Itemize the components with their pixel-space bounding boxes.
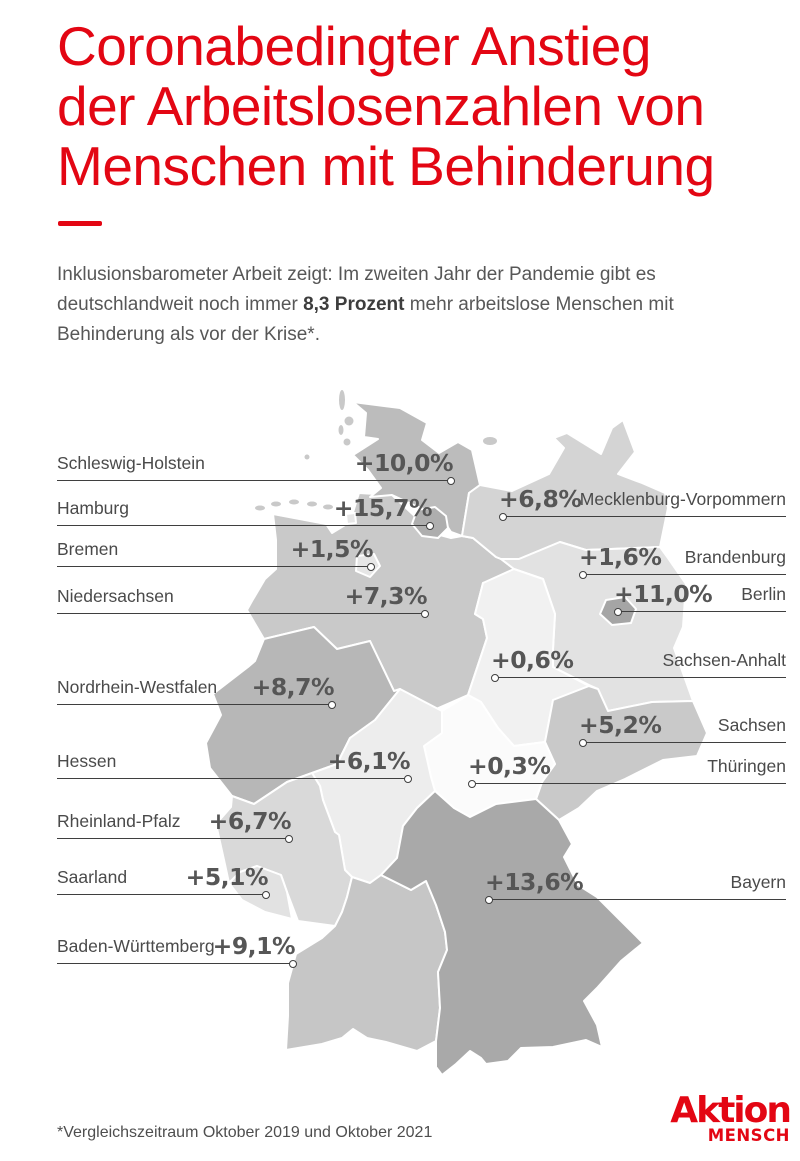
state-row-sachsen: Sachsen +5,2% <box>579 705 786 747</box>
state-name-label: Hessen <box>57 751 117 771</box>
state-value-label: +6,8% <box>499 485 582 513</box>
leader-dot <box>285 834 293 843</box>
island-shape <box>344 416 354 426</box>
leader-dot <box>468 779 476 788</box>
state-row-schleswig-holstein: Schleswig-Holstein +10,0% <box>57 443 455 485</box>
leader-dot <box>614 607 622 616</box>
state-shape-bayern <box>380 790 644 1076</box>
state-name-label: Bremen <box>57 539 119 559</box>
state-name-label: Thüringen <box>707 756 786 776</box>
state-row-hessen: Hessen +6,1% <box>57 741 412 783</box>
state-row-nordrhein-westfalen: Nordrhein-Westfalen +8,7% <box>57 667 336 709</box>
state-value-label: +0,6% <box>491 646 574 674</box>
island-shape <box>271 501 281 507</box>
state-row-thueringen: Thüringen +0,3% <box>468 746 786 788</box>
leader-dot <box>404 774 412 783</box>
island-shape <box>289 499 299 505</box>
island-shape <box>307 501 317 507</box>
state-row-bayern: Bayern +13,6% <box>485 862 786 904</box>
state-shape-saarland <box>228 865 293 920</box>
page-title: Coronabedingter Anstieg der Arbeitslosen… <box>57 16 715 196</box>
state-row-sachsen-anhalt: Sachsen-Anhalt +0,6% <box>491 640 786 682</box>
state-name-label: Brandenburg <box>684 547 786 567</box>
state-value-label: +5,2% <box>579 711 662 739</box>
state-shape-niedersachsen <box>246 492 520 717</box>
state-name-label: Rheinland-Pfalz <box>57 811 181 831</box>
state-name-label: Mecklenburg-Vorpommern <box>579 489 786 509</box>
logo-wordmark-aktion: Aktion <box>670 1090 792 1131</box>
state-row-mecklenburg-vorpommern: Mecklenburg-Vorpommern +6,8% <box>499 479 786 521</box>
intro-paragraph: Inklusionsbarometer Arbeit zeigt: Im zwe… <box>57 260 757 350</box>
state-value-label: +5,1% <box>185 863 269 891</box>
state-value-label: +1,6% <box>579 543 662 571</box>
state-value-label: +15,7% <box>333 494 433 522</box>
island-shape <box>255 505 265 511</box>
leader-dot <box>579 738 587 747</box>
state-name-label: Sachsen-Anhalt <box>662 650 786 670</box>
germany-map <box>205 390 708 1076</box>
intro-text-before: Inklusionsbarometer Arbeit zeigt: Im zwe… <box>57 264 656 315</box>
state-value-label: +6,1% <box>327 747 411 775</box>
state-value-label: +13,6% <box>485 868 584 896</box>
state-row-brandenburg: Brandenburg +1,6% <box>579 537 786 579</box>
intro-highlight: 8,3 Prozent <box>303 294 405 315</box>
island-shape <box>339 390 345 410</box>
state-row-niedersachsen: Niedersachsen +7,3% <box>57 576 429 618</box>
state-name-label: Sachsen <box>717 715 786 735</box>
state-value-label: +6,7% <box>208 807 292 835</box>
leader-dot <box>328 700 336 709</box>
state-row-berlin: Berlin +11,0% <box>614 574 786 616</box>
state-value-label: +1,5% <box>290 535 374 563</box>
state-name-label: Nordrhein-Westfalen <box>57 677 218 697</box>
state-name-label: Bayern <box>730 872 786 892</box>
state-row-bremen: Bremen +1,5% <box>57 529 375 571</box>
state-row-saarland: Saarland +5,1% <box>57 857 270 899</box>
state-shape-mecklenburg-vorpommern <box>461 419 669 560</box>
leader-dot <box>447 476 455 485</box>
leader-dot <box>499 512 507 521</box>
page-title-line1: Coronabedingter Anstieg <box>57 15 651 77</box>
island-shape <box>343 438 351 446</box>
state-name-label: Niedersachsen <box>57 586 174 606</box>
leader-dot <box>485 895 493 904</box>
state-name-label: Hamburg <box>57 498 129 518</box>
island-shape <box>483 437 497 445</box>
leader-dot <box>262 890 270 899</box>
state-value-label: +8,7% <box>251 673 335 701</box>
aktion-mensch-logo: Aktion MENSCH <box>656 1090 792 1145</box>
state-name-label: Berlin <box>741 584 786 604</box>
logo-wordmark-mensch: MENSCH <box>707 1126 790 1145</box>
island-shape <box>338 425 344 435</box>
footnote: *Vergleichszeitraum Oktober 2019 und Okt… <box>57 1124 433 1141</box>
state-name-label: Baden-Württemberg <box>57 936 215 956</box>
state-shape-bremen <box>345 512 381 578</box>
intro-text-after: mehr arbeitslose Menschen mit Behinderun… <box>57 294 674 345</box>
state-value-label: +9,1% <box>212 932 296 960</box>
state-value-label: +7,3% <box>344 582 428 610</box>
state-name-label: Saarland <box>57 867 128 887</box>
title-accent-dash <box>58 221 102 226</box>
state-value-label: +11,0% <box>614 580 713 608</box>
leader-dot <box>426 521 434 530</box>
state-row-baden-wuerttemberg: Baden-Württemberg +9,1% <box>57 926 297 968</box>
leader-dot <box>289 959 297 968</box>
state-row-hamburg: Hamburg +15,7% <box>57 488 434 530</box>
island-shape <box>304 454 310 460</box>
leader-dot <box>491 673 499 682</box>
leader-dot <box>579 570 587 579</box>
island-shape <box>323 504 333 510</box>
state-value-label: +0,3% <box>468 752 551 780</box>
state-value-label: +10,0% <box>354 449 454 477</box>
state-row-rheinland-pfalz: Rheinland-Pfalz +6,7% <box>57 801 293 843</box>
leader-dot <box>421 609 429 618</box>
page-title-line2: der Arbeitslosenzahlen von <box>57 75 705 137</box>
leader-dot <box>367 562 375 571</box>
page-title-line3: Menschen mit Behinderung <box>57 135 715 197</box>
state-name-label: Schleswig-Holstein <box>57 453 205 473</box>
